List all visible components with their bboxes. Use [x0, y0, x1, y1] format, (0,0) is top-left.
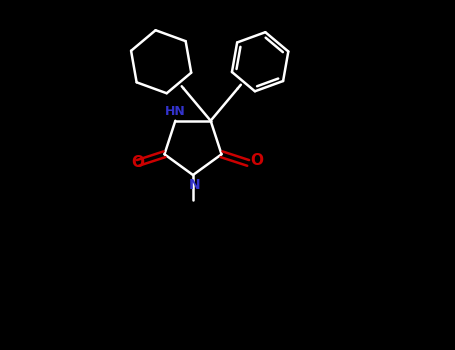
Text: O: O [131, 155, 144, 170]
Text: HN: HN [165, 105, 186, 118]
Text: O: O [250, 153, 263, 168]
Text: N: N [189, 178, 201, 192]
